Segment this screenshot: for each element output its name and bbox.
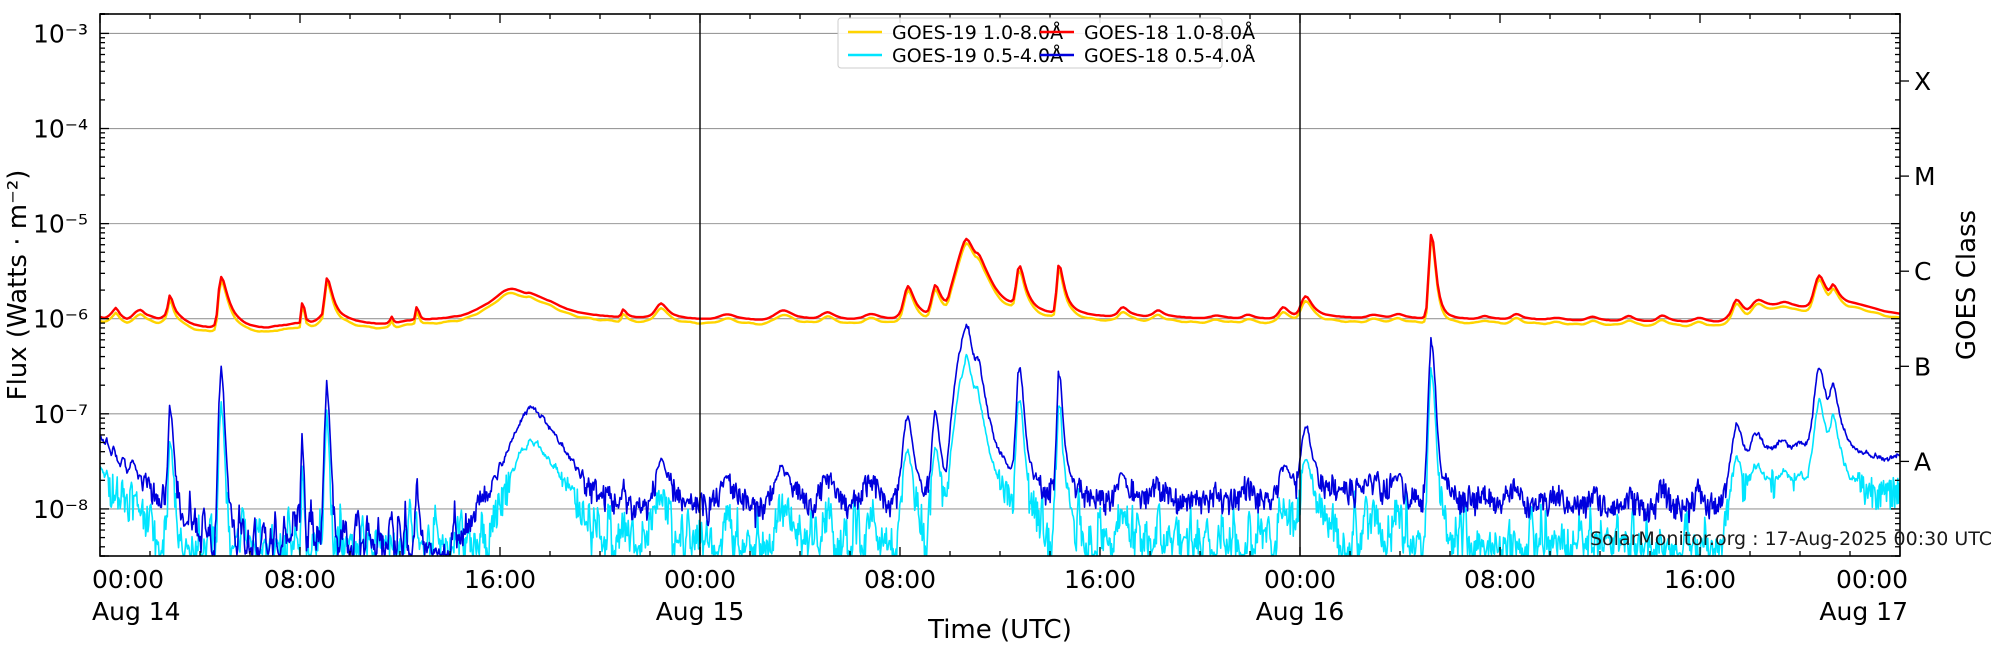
legend: GOES-19 1.0-8.0Å GOES-18 1.0-8.0Å GOES-19 … (837, 17, 1255, 69)
goes-class-label: M (1914, 162, 1936, 191)
data-series-group (100, 233, 1900, 556)
series-line-goes18-short (100, 323, 1900, 556)
x-tick-label-time: 00:00 (664, 565, 736, 594)
y-axis-tick-labels: 10⁻³ 10⁻⁴ 10⁻⁵ 10⁻⁶ 10⁻⁷ 10⁻⁸ (33, 19, 88, 524)
x-tick-label-time: 16:00 (1664, 565, 1736, 594)
legend-label: GOES-18 1.0-8.0Å (1084, 21, 1255, 44)
goes-class-label: C (1914, 257, 1931, 286)
day-boundary-lines (699, 14, 1301, 556)
series-line-goes19-short (100, 353, 1900, 556)
x-axis-title: Time (UTC) (927, 615, 1072, 645)
x-axis-tick-labels: 00:00 Aug 14 08:00 16:00 00:00 Aug 15 08:00 16:… (92, 565, 1908, 626)
x-tick-label-date: Aug 17 (1819, 597, 1908, 626)
x-tick-label-date: Aug 15 (656, 597, 745, 626)
y-tick-label: 10⁻⁴ (33, 115, 88, 144)
series-line-goes19-long (100, 237, 1900, 333)
y-axis-title: Flux (Watts · m⁻²) (3, 170, 33, 401)
y-tick-label: 10⁻⁸ (33, 495, 88, 524)
y-tick-label: 10⁻⁷ (33, 400, 88, 429)
goes-class-label: B (1914, 352, 1931, 381)
x-tick-label-date: Aug 16 (1256, 597, 1345, 626)
x-tick-label-time: 00:00 (1264, 565, 1336, 594)
x-tick-label-time: 00:00 (1836, 565, 1908, 594)
x-tick-label-time: 08:00 (1464, 565, 1536, 594)
y-tick-label: 10⁻⁶ (33, 305, 88, 334)
series-line-goes18-long (100, 233, 1900, 329)
watermark-text: SolarMonitor.org : 17-Aug-2025 00:30 UTC (1590, 528, 1992, 550)
x-tick-label-date: Aug 14 (92, 597, 181, 626)
legend-box (837, 17, 1223, 69)
x-axis-ticks (99, 14, 1901, 556)
y-axis-ticks (100, 13, 1900, 557)
goes-class-labels: X M C B A (1900, 67, 1936, 476)
x-tick-label-time: 00:00 (92, 565, 164, 594)
goes-class-label: A (1914, 447, 1931, 476)
y2-axis-title: GOES Class (1952, 210, 1982, 360)
goes-class-label: X (1914, 67, 1931, 96)
x-tick-label-time: 08:00 (864, 565, 936, 594)
y-tick-label: 10⁻⁵ (33, 210, 88, 239)
x-tick-label-time: 16:00 (464, 565, 536, 594)
x-tick-label-time: 16:00 (1064, 565, 1136, 594)
legend-label: GOES-18 0.5-4.0Å (1084, 44, 1255, 67)
x-tick-label-time: 08:00 (264, 565, 336, 594)
y-tick-label: 10⁻³ (33, 19, 88, 48)
legend-label: GOES-19 1.0-8.0Å (892, 21, 1063, 44)
legend-label: GOES-19 0.5-4.0Å (892, 44, 1063, 67)
